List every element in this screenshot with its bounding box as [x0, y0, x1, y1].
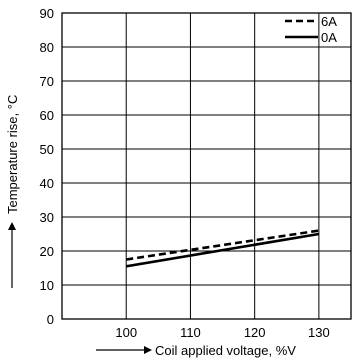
x-axis-arrow-head	[144, 346, 152, 354]
x-tick-label: 110	[180, 325, 201, 340]
y-tick-label: 20	[40, 244, 54, 259]
y-tick-label: 10	[40, 278, 54, 293]
y-tick-label: 50	[40, 142, 54, 157]
y-tick-label: 90	[40, 6, 54, 21]
x-tick-label: 100	[115, 325, 137, 340]
y-tick-label: 60	[40, 108, 54, 123]
plot-area	[61, 12, 352, 320]
y-axis-arrow-head	[8, 222, 16, 230]
legend-label: 0A	[321, 30, 337, 45]
x-axis-label: Coil applied voltage, %V	[155, 343, 296, 358]
y-tick-label: 30	[40, 210, 54, 225]
series-group	[126, 229, 320, 268]
grid	[62, 12, 351, 320]
y-axis-label-group: Temperature rise, °C	[5, 95, 20, 288]
x-tick-label: 130	[308, 325, 330, 340]
legend-label: 6A	[321, 14, 337, 29]
y-axis-label: Temperature rise, °C	[5, 95, 20, 214]
series-line-0a	[126, 232, 320, 268]
y-tick-label: 0	[47, 312, 54, 327]
x-tick-label: 120	[244, 325, 266, 340]
x-axis-label-group: Coil applied voltage, %V	[96, 343, 296, 358]
y-tick-label: 70	[40, 74, 54, 89]
tick-labels: 0 10 20 30 40 50 60 70 80 90 100 110 120 130	[40, 6, 330, 340]
y-tick-label: 80	[40, 40, 54, 55]
y-tick-label: 40	[40, 176, 54, 191]
series-line-6a	[126, 229, 320, 261]
